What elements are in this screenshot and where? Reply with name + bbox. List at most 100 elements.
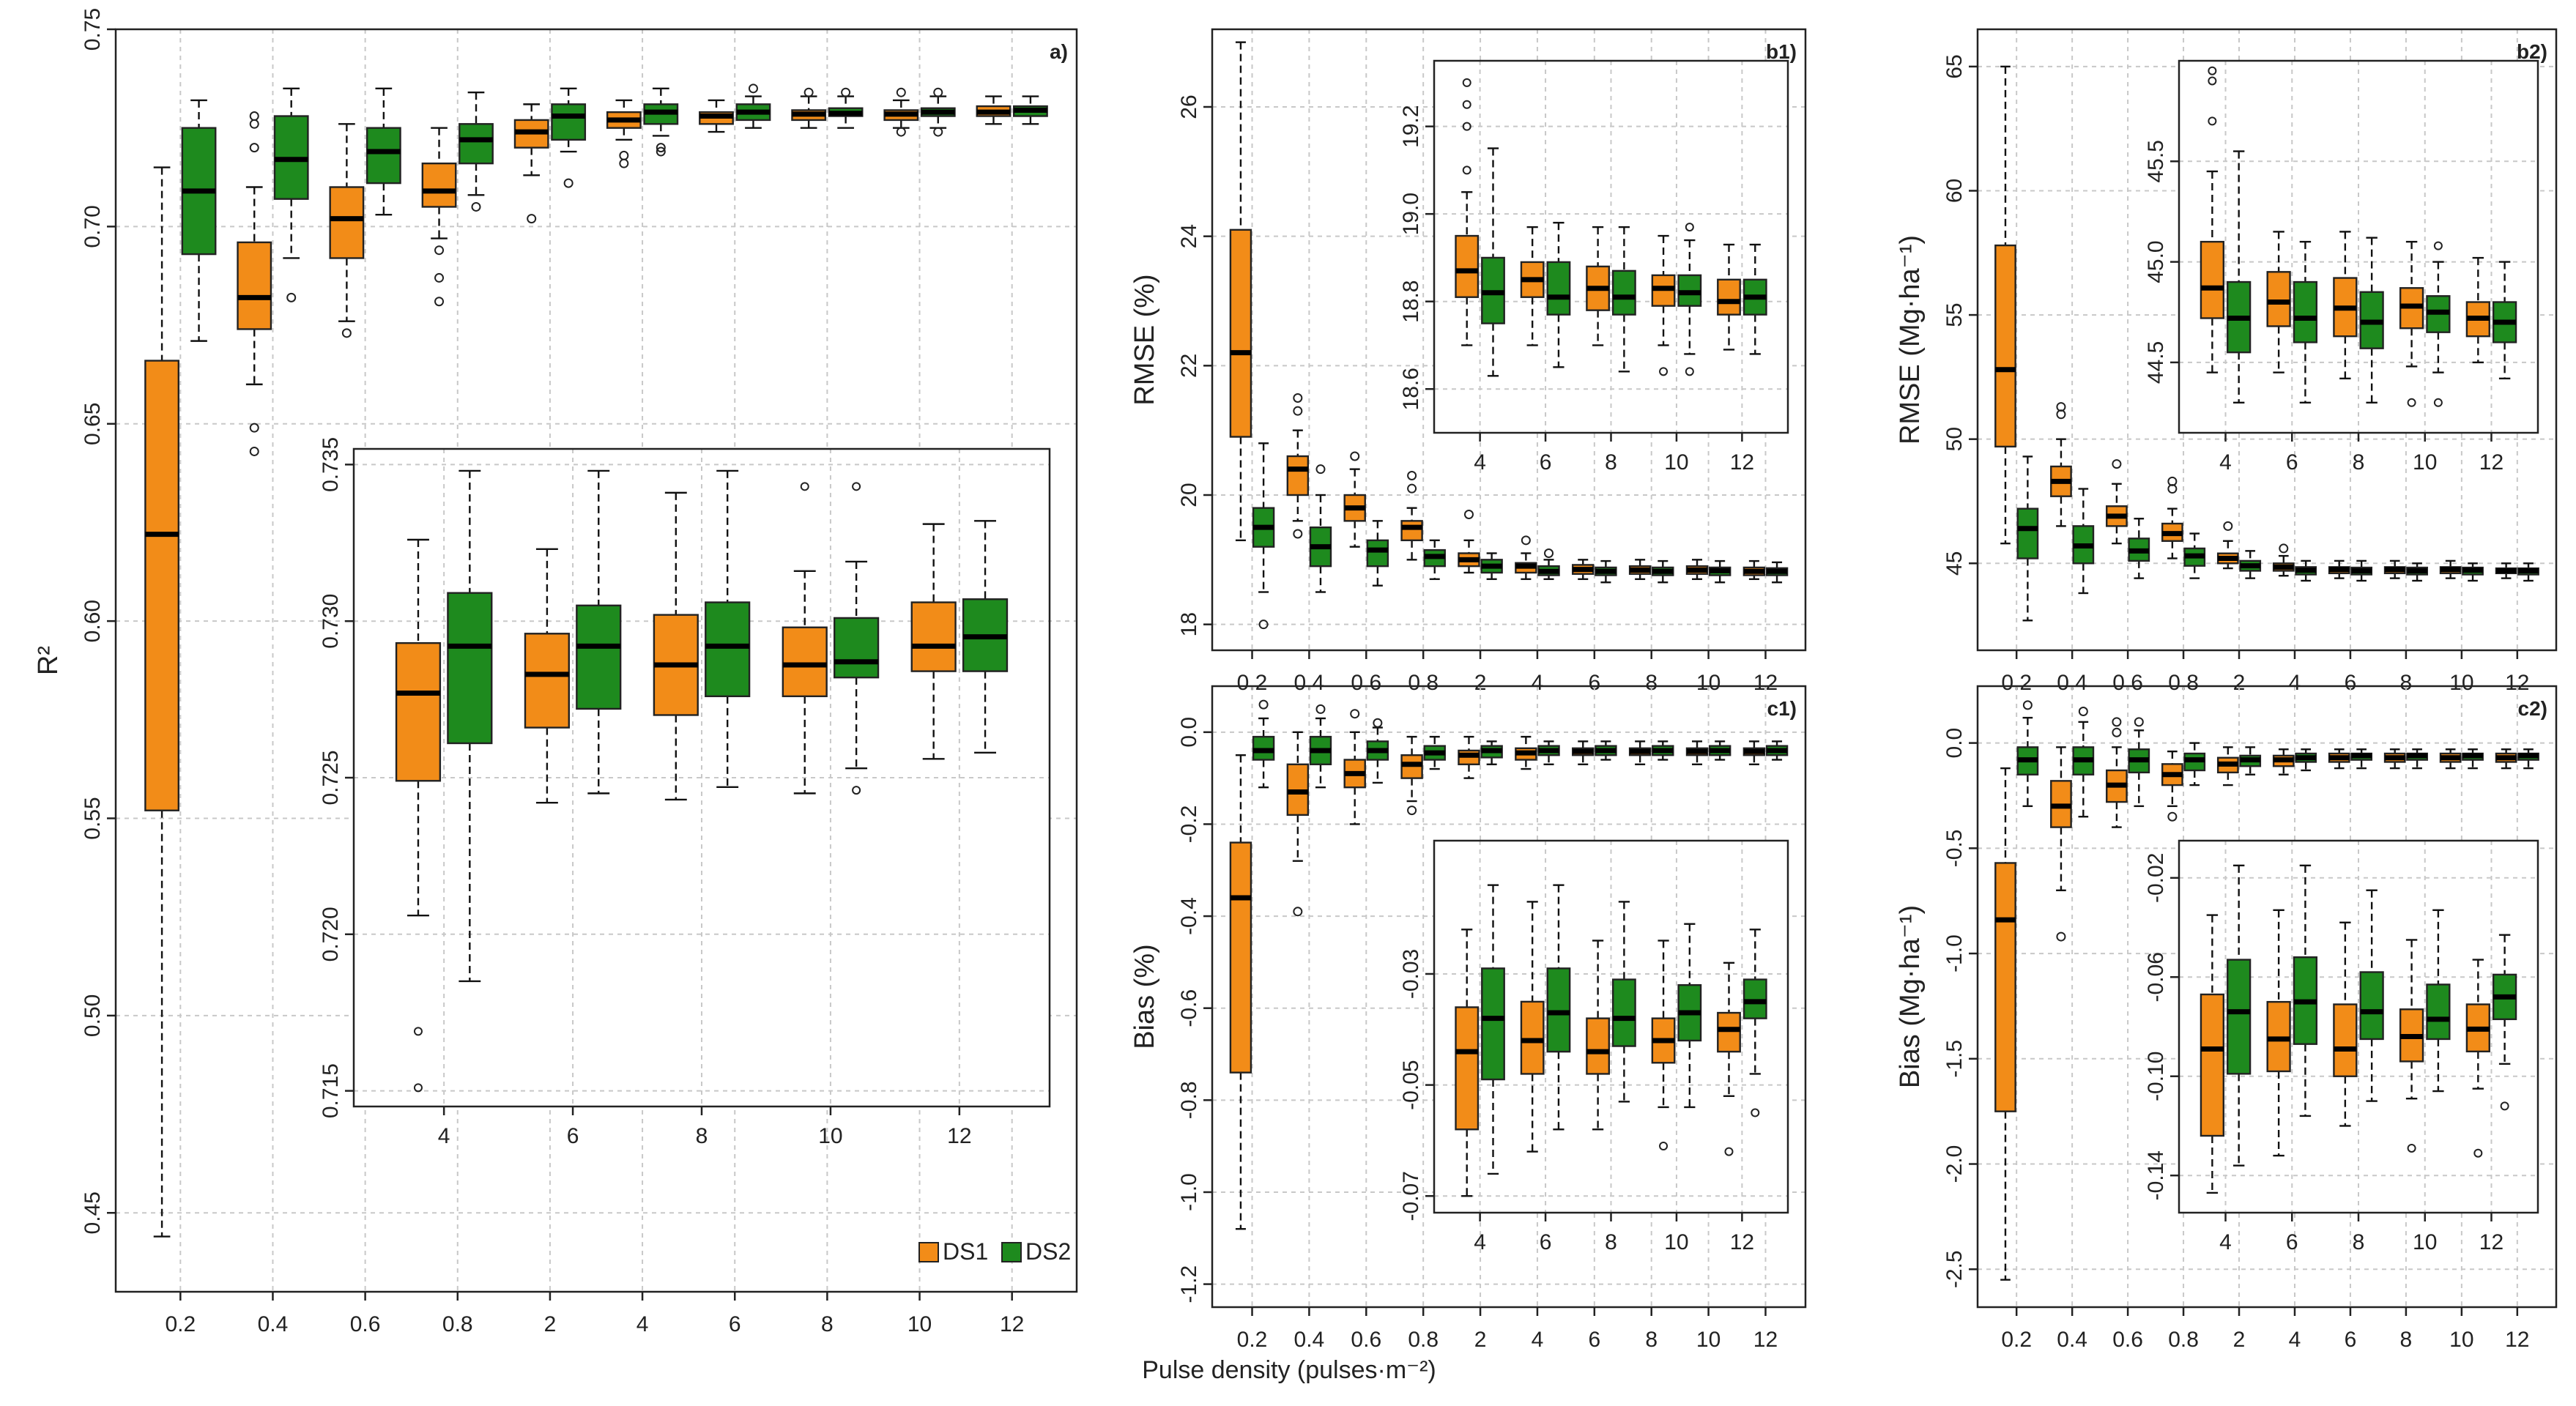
a-inset-ds1-box-4: [395, 641, 442, 782]
a-ds2-box-0.6: [365, 127, 401, 185]
c1-ytick-label-1: -1.0: [1177, 1173, 1201, 1211]
c2-ytick-label-3: -1.0: [1942, 934, 1967, 972]
b2-inset-ds2-box-10-outlier-0: [2433, 241, 2443, 250]
c1-inset-ds1-box-12-outlier-0: [1724, 1147, 1734, 1156]
b2-xtick-label-6: 6: [2345, 671, 2357, 695]
panel-a-inset: 0.715 0.720 0.725 0.730 0.735 4 6 8 10 12: [319, 437, 1051, 1148]
c1-ds2-box-0.2-outlier-0: [1258, 699, 1269, 710]
c2-xtick-label-5: 4: [2289, 1328, 2301, 1352]
a-xtick-label-0: 0.2: [165, 1312, 196, 1336]
a-inset-ds1-box-10-outlier-0: [800, 482, 809, 491]
a-xtick-label-6: 6: [729, 1312, 741, 1336]
c1-xtick-label-0: 0.2: [1237, 1328, 1268, 1352]
a-inset-ds1-box-4-outlier-0: [413, 1027, 423, 1036]
legend: DS1 DS2: [918, 1238, 1071, 1265]
b2-frame: [1976, 28, 2558, 652]
a-inset-ds1-box-4-outlier-1: [413, 1083, 423, 1093]
b1-xtick-label-0: 0.2: [1237, 671, 1268, 695]
b2-y-axis-title: RMSE (Mg·ha⁻¹): [1895, 235, 1926, 445]
b1-inset-ds2-box-10-outlier-1: [1685, 367, 1694, 376]
b1-ds2-box-4-outlier-0: [1544, 548, 1554, 558]
b2-inset-ds1-box-4: [2200, 240, 2224, 319]
b1-ds1-box-0.4: [1286, 455, 1310, 496]
c1-ds1-box-0.8-outlier-0: [1407, 806, 1417, 816]
c2-xtick-label-7: 8: [2400, 1328, 2413, 1352]
c1-panel-label: c1): [1767, 697, 1797, 720]
a-inset-xtick-label-4: 12: [947, 1124, 971, 1148]
b2-xtick-label-3: 0.8: [2168, 671, 2199, 695]
b2-ytick-label-3: 60: [1942, 179, 1967, 203]
c2-ds1-box-0.8-outlier-0: [2167, 811, 2178, 822]
b1-inset-xtick-label-4: 12: [1730, 450, 1754, 475]
b1-inset-ds2-box-8: [1611, 269, 1636, 316]
b1-xtick-label-5: 4: [1532, 671, 1544, 695]
c2-ds2-box-0.6-outlier-0: [2134, 717, 2144, 727]
c2-inset-xtick-label-1: 6: [2286, 1230, 2298, 1254]
c2-inset-xtick-label-2: 8: [2353, 1230, 2365, 1254]
a-xtick-label-3: 0.8: [442, 1312, 473, 1336]
c2-inset-ytick-label-2: -0.06: [2144, 952, 2168, 1002]
a-xtick-label-4: 2: [544, 1312, 557, 1336]
b2-inset-ds1-box-4-outlier-2: [2208, 66, 2217, 75]
c1-ytick-label-2: -0.8: [1177, 1081, 1201, 1119]
a-inset-ds1-box-6: [524, 633, 570, 729]
a-inset-xtick-label-3: 10: [818, 1124, 842, 1148]
c2-ds1-box-0.4-outlier-0: [2056, 931, 2066, 942]
a-inset-ytick-label-1: 0.720: [319, 907, 343, 961]
c2-inset-ds2-box-8: [2359, 971, 2384, 1041]
b2-inset-xtick-label-2: 8: [2353, 450, 2365, 475]
b1-ds1-box-0.4-outlier-0: [1293, 393, 1303, 403]
a-xtick-label-1: 0.4: [258, 1312, 289, 1336]
a-ds1-box-0.8: [421, 162, 457, 208]
c2-inset-xtick-label-0: 4: [2219, 1230, 2232, 1254]
c1-ytick-label-6: 0.0: [1177, 717, 1201, 748]
a-ds1-box-0.4-outlier-3: [249, 119, 259, 129]
a-ds1-box-0.4-outlier-2: [249, 143, 259, 153]
a-xtick-label-2: 0.6: [350, 1312, 381, 1336]
b2-ytick-label-1: 50: [1942, 427, 1967, 451]
b2-xtick-label-2: 0.6: [2112, 671, 2143, 695]
a-inset-ds1-box-10: [782, 626, 828, 698]
b1-xtick-label-7: 8: [1645, 671, 1658, 695]
b2-inset-ytick-label-0: 44.5: [2144, 341, 2168, 384]
c2-inset-ytick-label-3: -0.02: [2144, 853, 2168, 903]
a-ds2-box-2-outlier-0: [563, 178, 574, 188]
c1-ytick-label-3: -0.6: [1177, 989, 1201, 1027]
c1-ytick-label-0: -1.2: [1177, 1265, 1201, 1303]
a-ds1-box-10-outlier-0: [896, 87, 906, 97]
b2-ds1-box-2-outlier-0: [2223, 521, 2233, 531]
b2-inset-ytick-label-2: 45.5: [2144, 140, 2168, 182]
c2-ds2-box-0.2-outlier-0: [2022, 700, 2033, 710]
b1-inset-ds1-box-4: [1455, 234, 1480, 298]
b1-ds2-box-0.6: [1366, 539, 1389, 568]
panel-c2-inset: -0.14 -0.10 -0.06 -0.02 4 6 8 10 12: [2144, 839, 2539, 1254]
c2-inset-xtick-label-4: 12: [2479, 1230, 2503, 1254]
c1-inset-ytick-label-1: -0.05: [1399, 1060, 1423, 1109]
c2-inset-ytick-label-1: -0.10: [2144, 1052, 2168, 1101]
b2-ytick-label-0: 45: [1942, 551, 1967, 576]
b1-ds1-box-0.8-outlier-1: [1407, 483, 1417, 494]
a-ytick-label-3: 0.60: [81, 600, 105, 642]
a-frame: [114, 28, 1078, 1293]
c2-inset-xtick-label-3: 10: [2413, 1230, 2437, 1254]
a-ds2-box-8-outlier-0: [841, 87, 851, 97]
a-ds1-box-0.4-outlier-1: [249, 423, 259, 433]
c1-xtick-label-1: 0.4: [1294, 1328, 1325, 1352]
a-ds1-box-4-outlier-0: [619, 158, 629, 168]
b1-inset-ytick-label-1: 18.8: [1399, 280, 1423, 323]
b1-ytick-label-3: 24: [1177, 224, 1201, 248]
c1-xtick-label-4: 2: [1474, 1328, 1487, 1352]
b2-xtick-label-8: 10: [2449, 671, 2473, 695]
c1-xtick-label-5: 4: [1532, 1328, 1544, 1352]
c2-xtick-label-6: 6: [2345, 1328, 2357, 1352]
c1-ds1-box-0.6-outlier-0: [1350, 709, 1360, 719]
c2-frame: [1976, 685, 2558, 1309]
a-inset-ds2-box-10: [834, 617, 880, 679]
c2-xtick-label-3: 0.8: [2168, 1328, 2199, 1352]
c1-inset-ytick-label-0: -0.07: [1399, 1171, 1423, 1221]
b1-ds1-box-0.8-outlier-0: [1407, 471, 1417, 480]
c1-ytick-label-5: -0.2: [1177, 806, 1201, 844]
b2-ds1-box-0.6-outlier-0: [2112, 459, 2122, 469]
b1-inset-ds1-box-10-outlier-0: [1659, 367, 1669, 376]
